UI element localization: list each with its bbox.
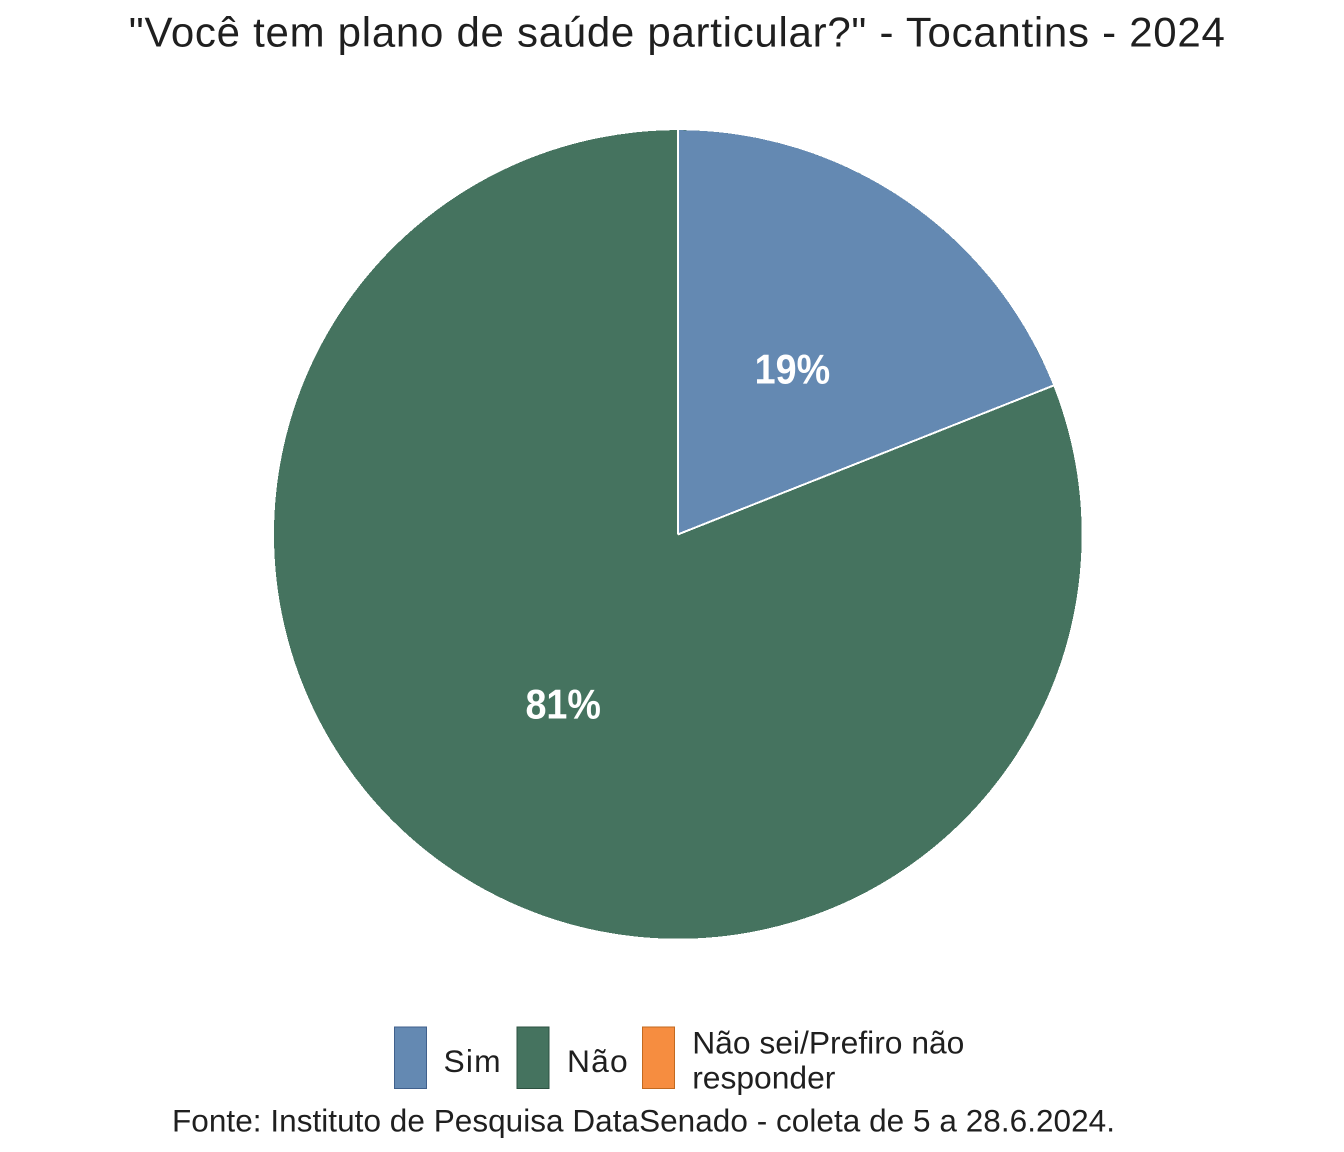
svg-text:Fonte: Instituto de Pesquisa D: Fonte: Instituto de Pesquisa DataSenado … xyxy=(172,1103,1115,1139)
svg-text:responder: responder xyxy=(692,1059,836,1095)
svg-text:Não: Não xyxy=(567,1043,629,1079)
svg-text:81%: 81% xyxy=(525,680,601,727)
svg-text:Não sei/Prefiro não: Não sei/Prefiro não xyxy=(692,1025,964,1061)
svg-text:19%: 19% xyxy=(755,346,831,393)
svg-text:"Você tem plano de saúde parti: "Você tem plano de saúde particular?" - … xyxy=(129,9,1225,56)
svg-text:Sim: Sim xyxy=(444,1043,502,1079)
